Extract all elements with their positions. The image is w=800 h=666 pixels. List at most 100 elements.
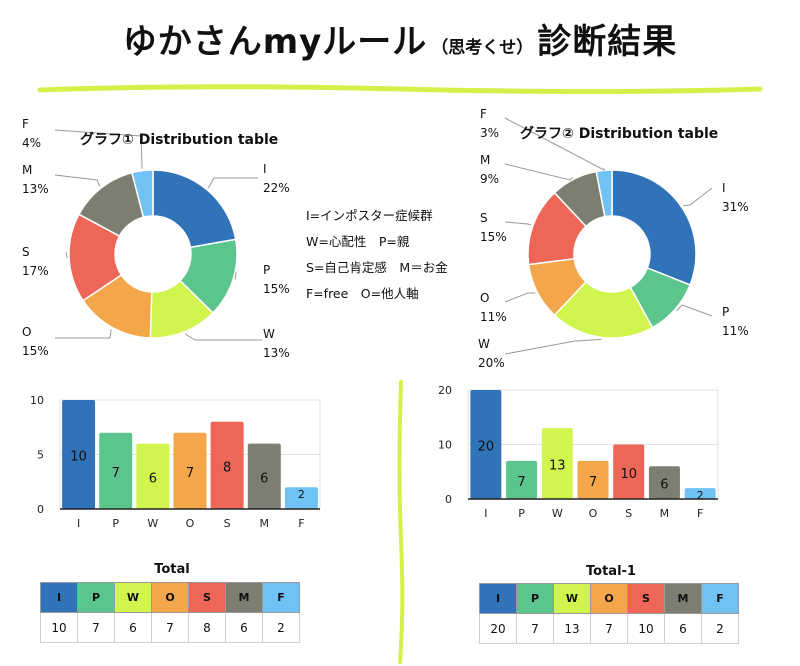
x-tick-label: W: [552, 507, 563, 520]
x-tick-label: M: [660, 507, 670, 520]
legend-line: S=自己肯定感 M＝お金: [306, 260, 448, 275]
vertical-divider: [397, 380, 405, 664]
pie-label-O: O: [22, 325, 31, 339]
leader-line-S: [65, 251, 68, 259]
chart1-title: グラフ① Distribution table: [80, 132, 279, 148]
x-tick-label: I: [484, 507, 487, 520]
table-header-cell: M: [225, 582, 263, 613]
bar-I: [470, 390, 502, 499]
bar-value-label: 8: [223, 460, 231, 475]
pie-label-O: O: [480, 291, 489, 305]
y-tick-label: 0: [37, 503, 44, 516]
x-tick-label: F: [298, 517, 304, 530]
pie-slice-I: [152, 169, 237, 249]
table-value-cell: 2: [262, 612, 300, 643]
pie-label-W: 20%: [478, 356, 505, 370]
y-tick-label: 10: [30, 394, 44, 407]
bar-M: [648, 466, 680, 499]
table-value-cell: 10: [627, 613, 665, 644]
table-value-cell: 7: [77, 612, 115, 643]
table-header-cell: S: [188, 582, 226, 613]
table-header-cell: S: [627, 583, 665, 614]
pie-label-W: 13%: [263, 346, 290, 360]
table1-title: Total: [154, 562, 190, 577]
table-header-cell: F: [262, 582, 300, 613]
pie-label-S: 17%: [22, 264, 49, 278]
y-tick-label: 0: [445, 493, 452, 506]
x-tick-label: S: [625, 507, 632, 520]
bar-chart-2: 0 10 20 20 I 7 P 13 W 7 O 10 S 6 M 2 F: [438, 384, 719, 520]
leader-line-F: [54, 129, 143, 169]
title-main: ゆかさんmyルール: [122, 22, 428, 62]
bar-value-label: 6: [149, 471, 157, 486]
x-tick-label: O: [186, 517, 195, 530]
legend-line: W=心配性 P=親: [306, 234, 410, 249]
bar-F: [684, 488, 716, 499]
pie-label-M: 13%: [22, 182, 49, 196]
leader-line-O: [55, 329, 112, 339]
table-header-cell: W: [114, 582, 152, 613]
title-underline: [37, 84, 763, 94]
bar-value-label: 7: [186, 466, 194, 481]
bar-value-label: 7: [517, 475, 525, 490]
bar-S: [210, 421, 244, 509]
bar-S: [613, 444, 645, 499]
table-value-cell: 10: [40, 612, 78, 643]
bar-O: [577, 460, 609, 499]
page-title: ゆかさんmyルール （思考くせ） 診断結果: [0, 14, 800, 63]
bar-value-label: 20: [478, 440, 495, 455]
pie-label-M: 9%: [480, 172, 499, 186]
pie-label-W: W: [478, 337, 490, 351]
donut-chart-2: I 31% P 11% W 20% O 11% S 15% M 9% F 3%: [478, 107, 749, 370]
title-suffix: 診断結果: [537, 22, 678, 62]
pie-label-P: P: [722, 305, 729, 319]
pie-label-M: M: [480, 153, 490, 167]
x-tick-label: O: [589, 507, 598, 520]
bar-I: [62, 400, 96, 509]
leader-line-M: [54, 174, 101, 187]
pie-label-W: W: [263, 327, 275, 341]
bar-W: [541, 428, 573, 499]
table-value-cell: 2: [701, 613, 739, 644]
pie-label-F: 4%: [22, 136, 41, 150]
x-tick-label: F: [697, 507, 703, 520]
pie-slice-F: [595, 169, 613, 218]
table-header-cell: I: [40, 582, 78, 613]
bar-value-label: 6: [660, 478, 668, 493]
table-value-cell: 7: [151, 612, 189, 643]
bar-chart-1: 0 5 10 10 I 7 P 6 W 7 O 8 S 6 M 2 F: [30, 394, 321, 530]
x-tick-label: M: [260, 517, 270, 530]
table-header-cell: O: [590, 583, 628, 614]
leader-line-I: [207, 177, 258, 189]
bar-value-label: 7: [112, 466, 120, 481]
table-value-cell: 7: [516, 613, 554, 644]
x-tick-label: I: [77, 517, 80, 530]
table-value-cell: 8: [188, 612, 226, 643]
x-tick-label: W: [147, 517, 158, 530]
pie-slice-I: [611, 169, 697, 286]
bar-value-label: 2: [298, 488, 305, 501]
bar-value-label: 13: [549, 459, 566, 474]
pie-label-P: 11%: [722, 324, 749, 338]
leader-line-W: [184, 333, 262, 341]
bar-value-label: 2: [697, 489, 704, 502]
leader-line-P: [234, 271, 237, 280]
table2-title: Total-1: [586, 564, 636, 579]
pie-label-F: 3%: [480, 126, 499, 140]
legend-line: I=インポスター症候群: [306, 208, 433, 223]
leader-line-F: [504, 117, 605, 171]
table-value-cell: 6: [664, 613, 702, 644]
chart2-title: グラフ② Distribution table: [520, 126, 719, 142]
leader-line-P: [676, 304, 713, 317]
pie-label-I: 31%: [722, 200, 749, 214]
pie-label-S: 15%: [480, 230, 507, 244]
bar-value-label: 10: [70, 450, 87, 465]
pie-label-I: 22%: [263, 181, 290, 195]
pie-label-S: S: [22, 245, 30, 259]
y-tick-label: 20: [438, 384, 452, 397]
pie-label-O: 11%: [480, 310, 507, 324]
table-value-cell: 6: [114, 612, 152, 643]
